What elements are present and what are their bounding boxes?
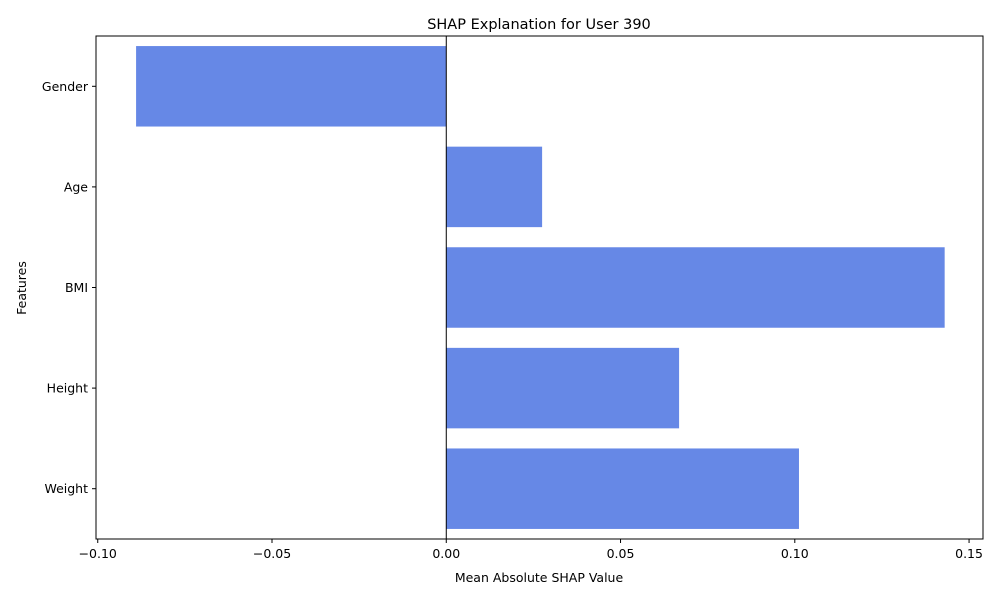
y-axis-label: Features <box>14 261 29 315</box>
bar-gender <box>136 46 447 127</box>
y-tick-label-gender: Gender <box>42 79 89 94</box>
bar-age <box>446 146 543 228</box>
y-tick-label-age: Age <box>64 179 88 194</box>
x-axis-label: Mean Absolute SHAP Value <box>455 570 624 585</box>
plot-area <box>136 36 945 539</box>
y-tick-label-bmi: BMI <box>65 280 88 295</box>
chart-title: SHAP Explanation for User 390 <box>427 17 651 33</box>
x-tick-label: 0.10 <box>781 546 809 561</box>
bar-weight <box>446 448 799 529</box>
bar-height <box>446 347 680 429</box>
y-tick-label-weight: Weight <box>44 481 88 496</box>
x-tick-label: 0.05 <box>607 546 635 561</box>
x-tick-label: 0.15 <box>955 546 983 561</box>
x-tick-label: 0.00 <box>432 546 460 561</box>
x-tick-label: −0.10 <box>79 546 117 561</box>
bar-bmi <box>446 247 945 328</box>
y-tick-label-height: Height <box>47 381 88 396</box>
x-tick-label: −0.05 <box>253 546 291 561</box>
